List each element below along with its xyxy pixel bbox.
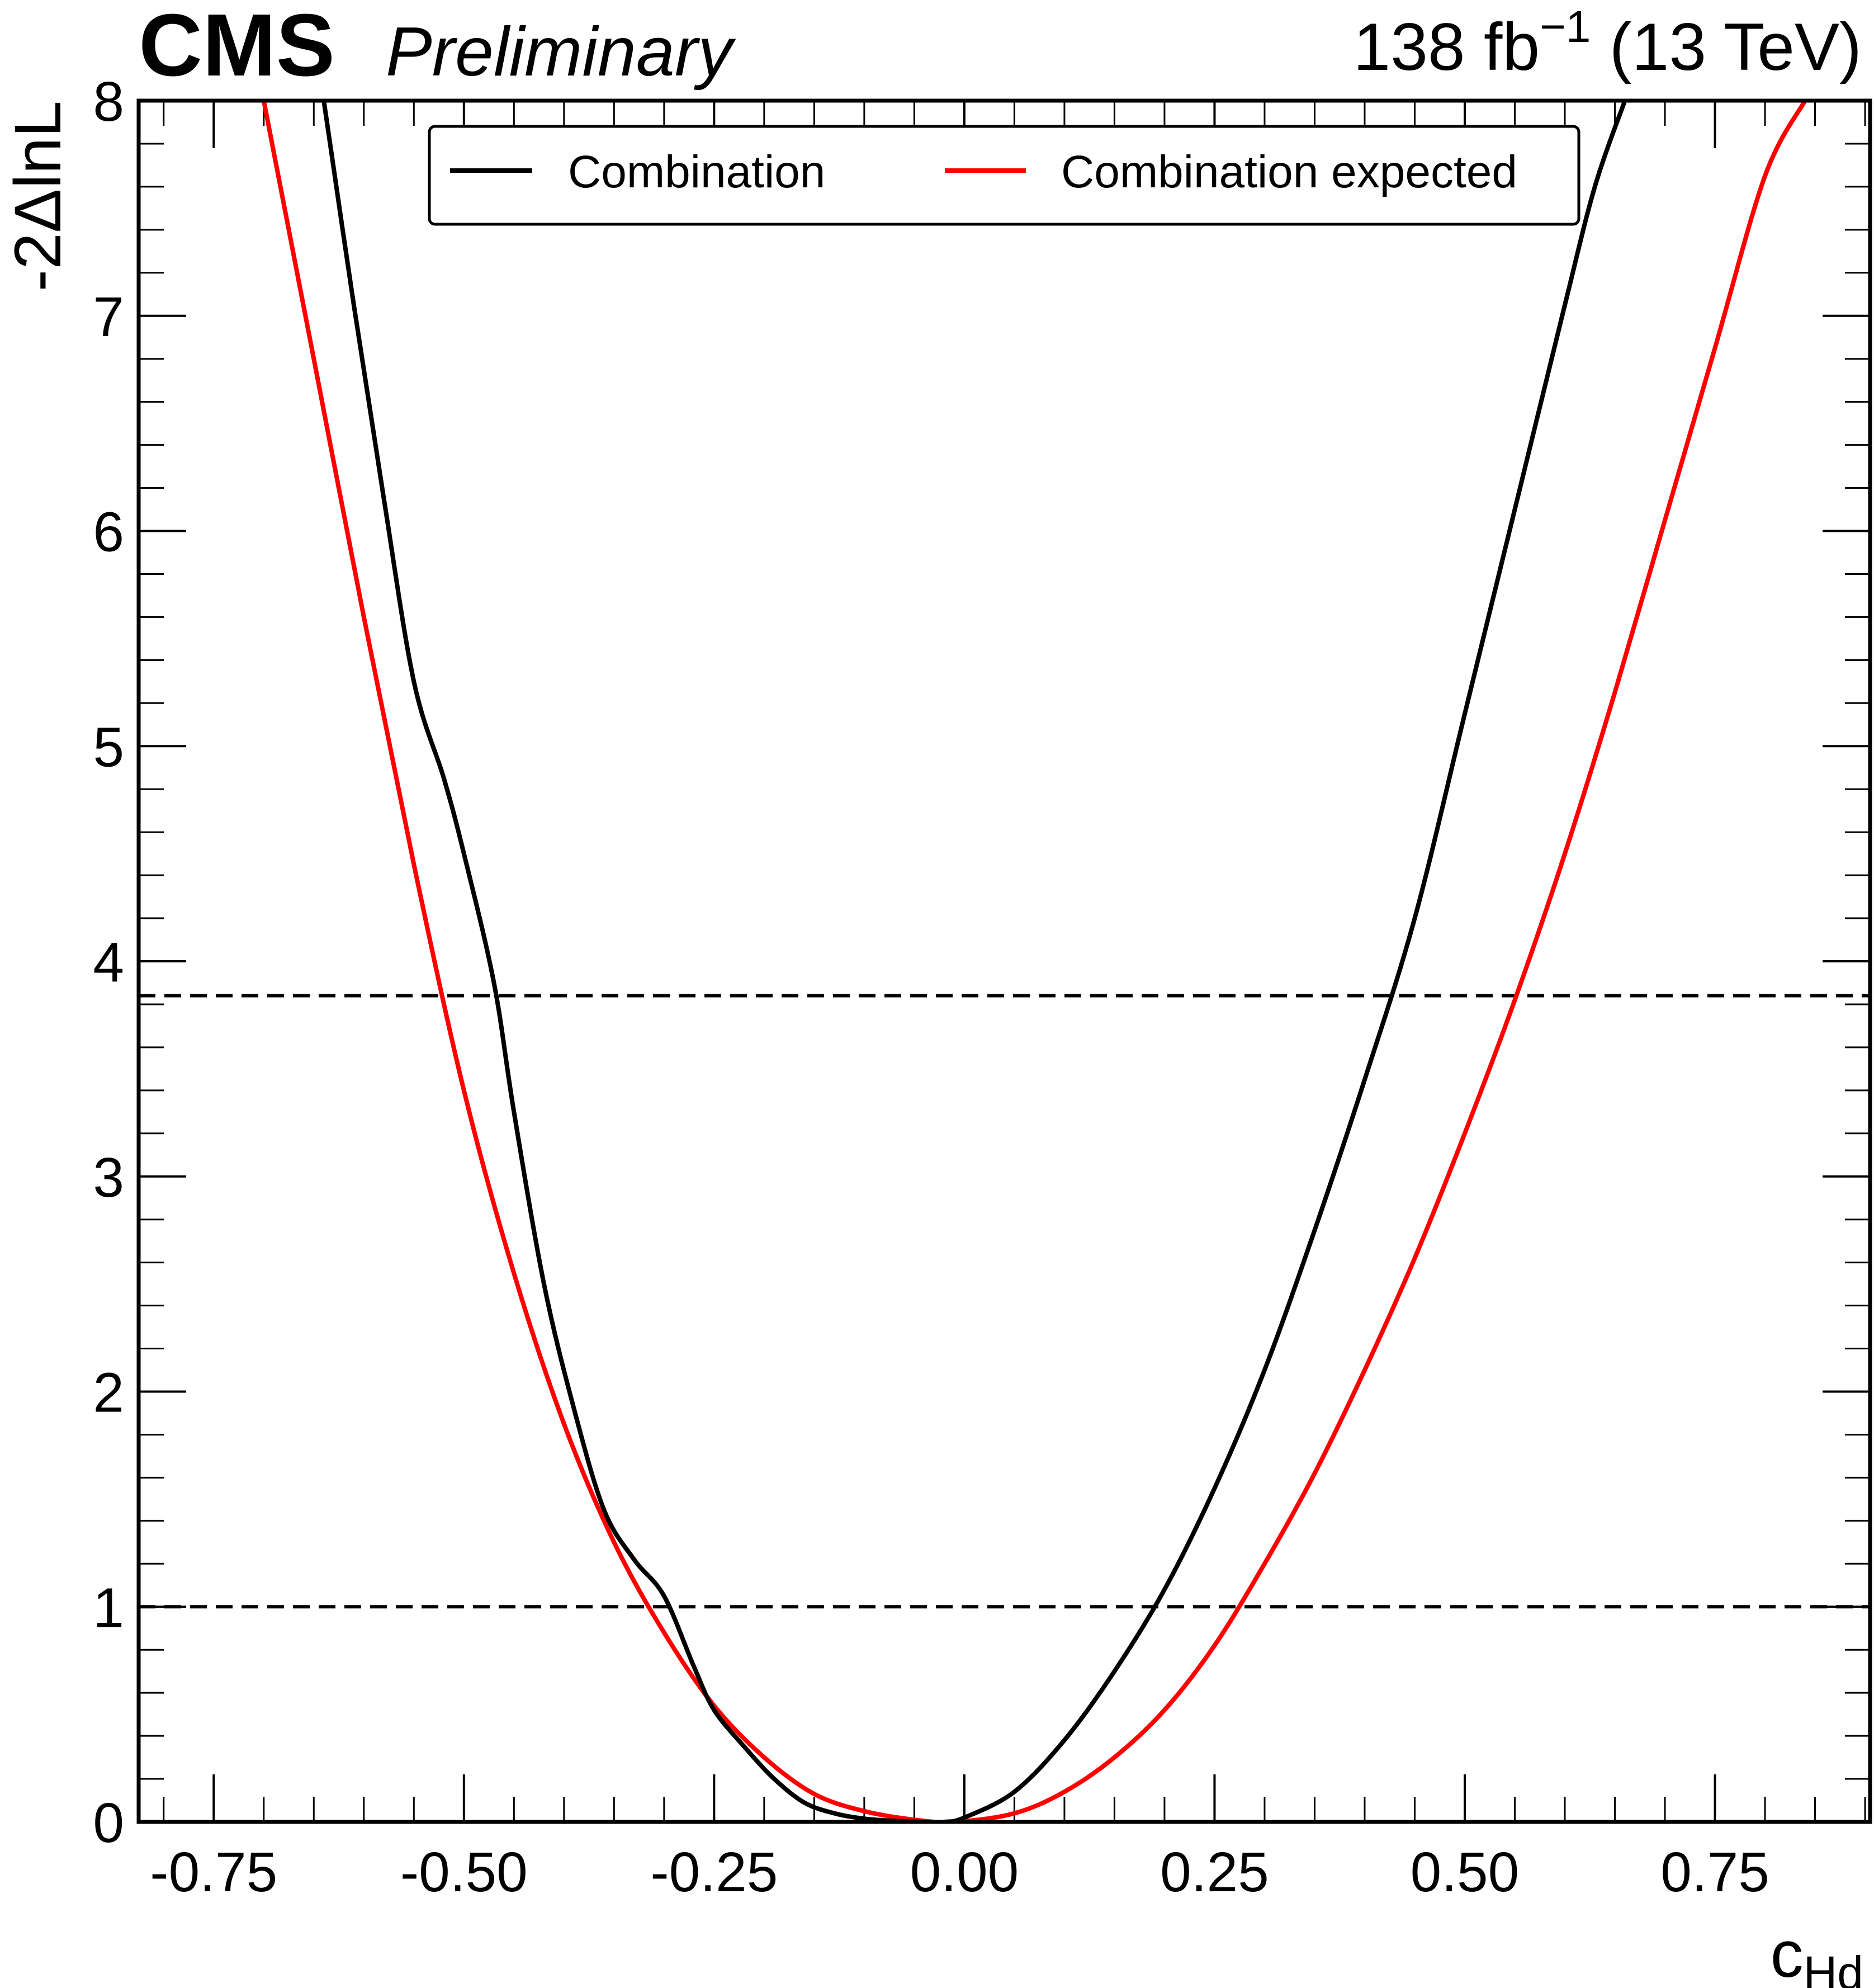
y-tick-label: 3 [93, 1146, 124, 1209]
x-tick-label: -0.50 [400, 1841, 528, 1904]
curves [261, 101, 1807, 1822]
series-line-combination [321, 101, 1627, 1822]
x-tick-label: -0.25 [650, 1841, 778, 1904]
x-tick-label: 0.50 [1411, 1841, 1520, 1904]
legend-box [428, 125, 1580, 226]
axis-tick-labels: -0.75 -0.50 -0.25 0.00 0.25 0.50 0.75 0 1 2 3 4 5 6 7 8 [93, 70, 1769, 1904]
y-tick-label: 2 [93, 1362, 124, 1424]
y-tick-label: 8 [93, 70, 124, 133]
x-axis-title: cHd [1771, 1918, 1863, 1988]
legend-label-combination: Combination [568, 147, 825, 197]
x-tick-label: 0.25 [1160, 1841, 1269, 1904]
reference-lines [139, 994, 1870, 1609]
x-tick-label: -0.75 [150, 1841, 277, 1904]
y-tick-label: 7 [93, 286, 124, 348]
x-tick-label: 0.00 [910, 1841, 1019, 1904]
y-tick-label: 5 [93, 716, 124, 778]
y-tick-label: 1 [93, 1576, 124, 1639]
y-axis-title: -2ΔlnL [1, 101, 75, 291]
series-line-combination-expected [261, 101, 1807, 1822]
x-tick-label: 0.75 [1660, 1841, 1769, 1904]
y-tick-label: 4 [93, 931, 124, 994]
y-tick-label: 6 [93, 501, 124, 564]
y-tick-label: 0 [93, 1792, 124, 1854]
status-label: Preliminary [386, 13, 736, 91]
experiment-label: CMS [139, 0, 335, 95]
lumi-energy: (13 TeV) [1591, 10, 1862, 84]
axis-ticks [139, 100, 1870, 1823]
x-axis-title-sub: Hd [1804, 1947, 1863, 1988]
x-axis-title-main: c [1771, 1918, 1804, 1988]
legend-label-combination-expected: Combination expected [1061, 147, 1517, 197]
luminosity-label: 138 fb−1 (13 TeV) [1353, 2, 1862, 84]
plot-frame [136, 98, 1872, 1824]
lumi-main: 138 fb [1353, 10, 1540, 84]
legend: Combination Combination expected [428, 125, 1580, 226]
lumi-exponent: −1 [1540, 2, 1591, 51]
